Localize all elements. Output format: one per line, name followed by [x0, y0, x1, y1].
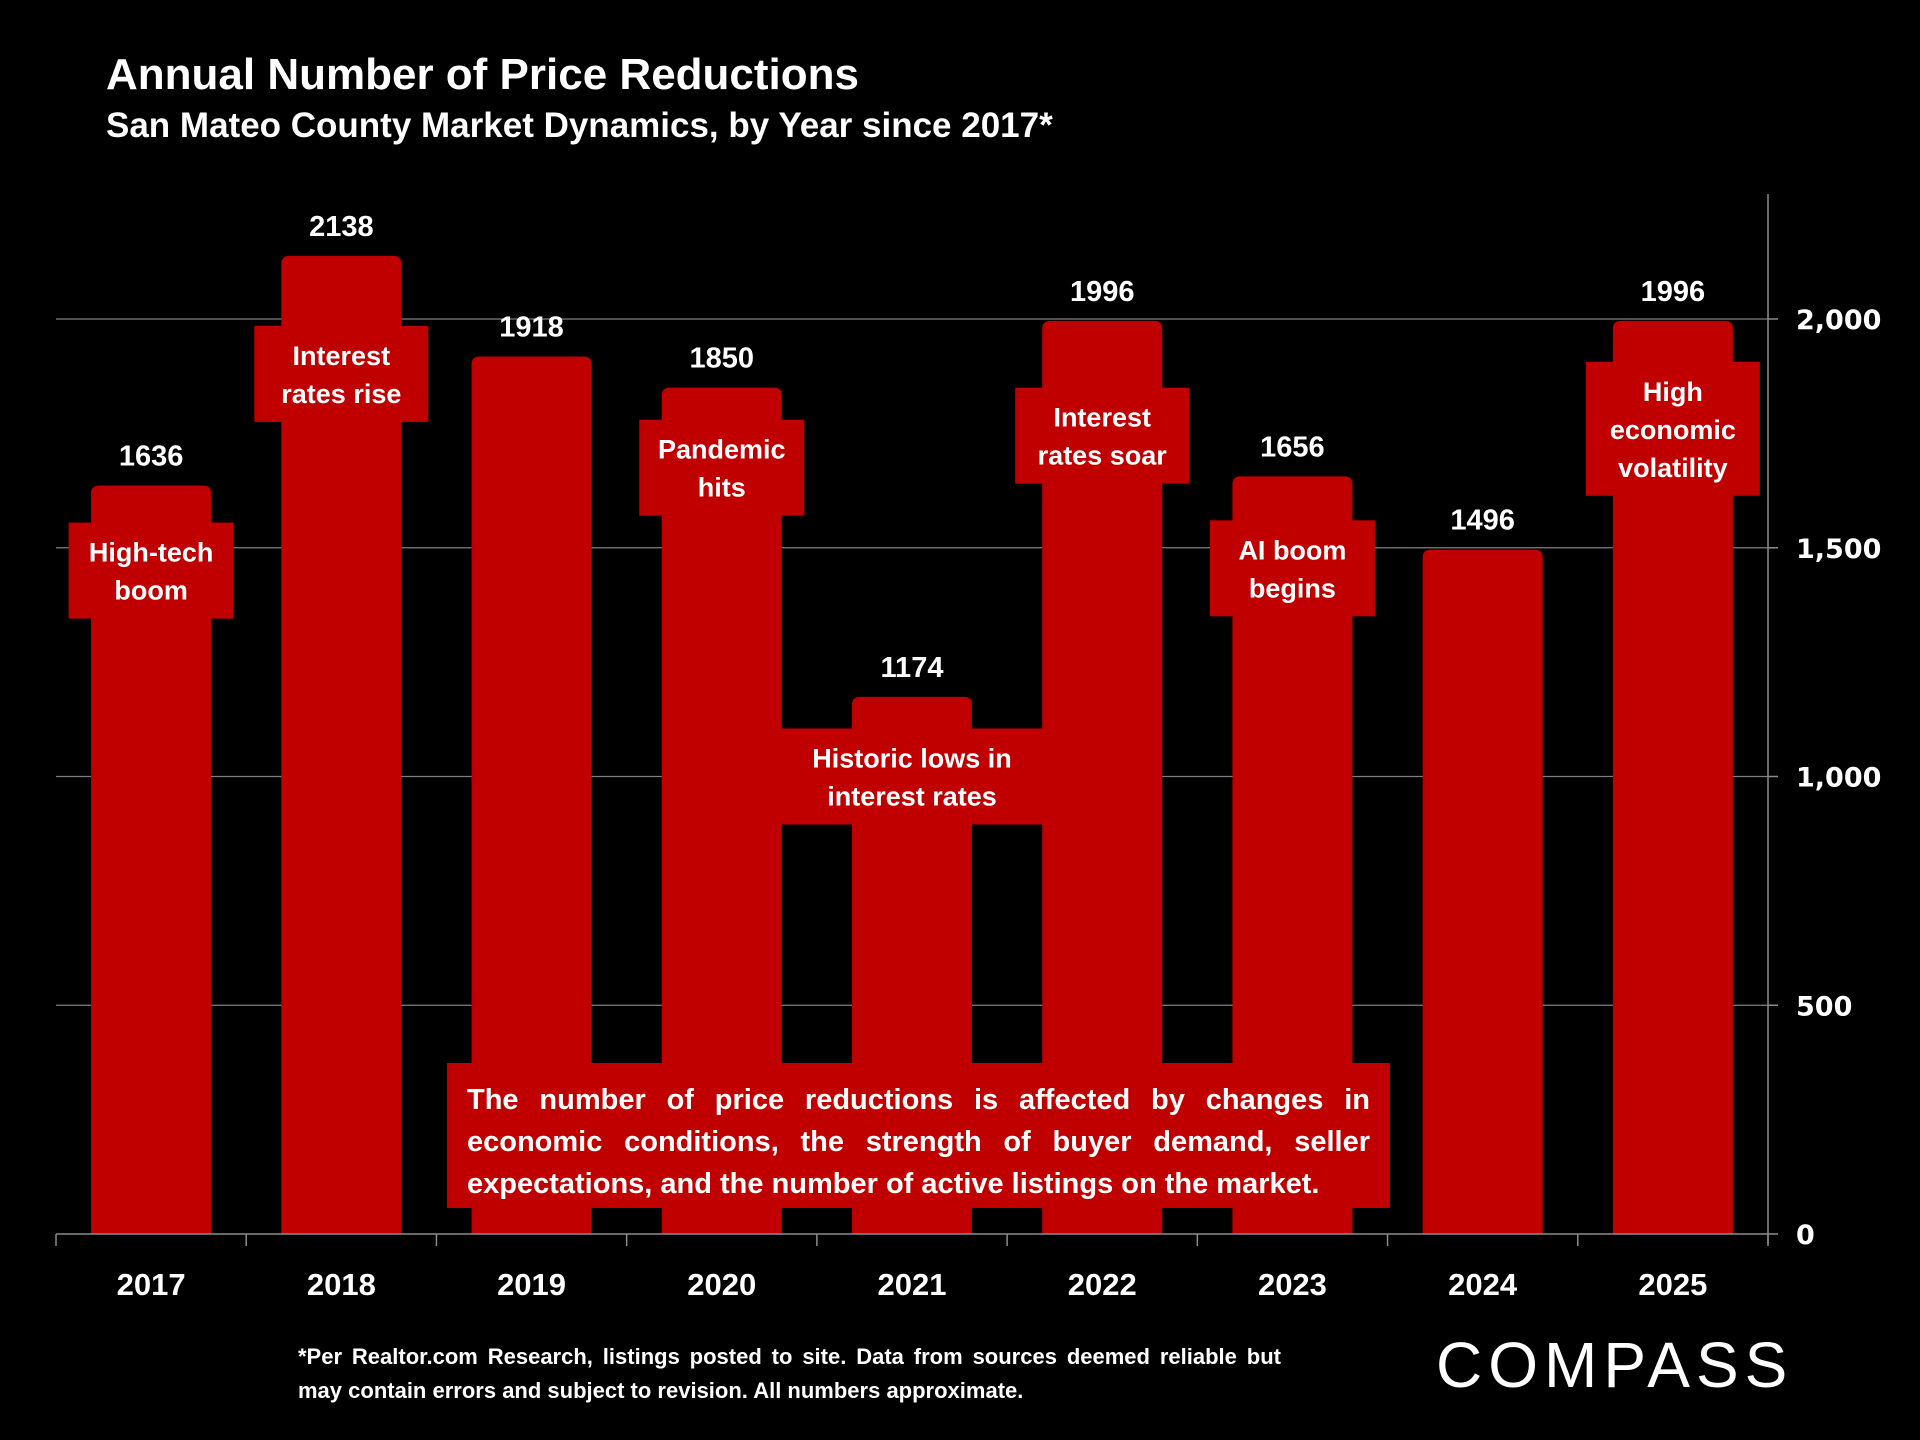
data-label-2024: 1496 [1450, 505, 1515, 537]
data-label-2020: 1850 [690, 343, 755, 375]
data-label-2023: 1656 [1260, 431, 1325, 463]
annotation-box [780, 728, 1044, 825]
compass-logo: COMPASS [1436, 1329, 1794, 1401]
y-tick-label: 1,000 [1796, 763, 1881, 794]
data-label-2017: 1636 [119, 441, 184, 473]
x-tick-label-2025: 2025 [1638, 1267, 1707, 1302]
y-tick-label: 0 [1796, 1220, 1815, 1251]
y-tick-label: 1,500 [1796, 534, 1881, 565]
annotation-text: rates soar [1038, 441, 1168, 471]
annotation-text: High [1643, 377, 1703, 407]
data-label-2025: 1996 [1641, 276, 1706, 308]
x-tick-label-2019: 2019 [497, 1267, 566, 1302]
chart-title: Annual Number of Price Reductions [106, 50, 859, 99]
annotation-box [1015, 387, 1190, 484]
data-labels: 1636 2138 1918 1850 1174 1996 1656 1496 1996 [119, 211, 1705, 684]
bar-2017 [91, 485, 212, 1234]
annotation-box [68, 522, 234, 619]
annotation-text: Interest [1053, 403, 1151, 433]
data-label-2019: 1918 [499, 312, 564, 344]
annotation-2023: AI boom begins [1209, 520, 1375, 617]
x-tick-label-2022: 2022 [1068, 1267, 1137, 1302]
annotation-text: hits [698, 473, 746, 503]
annotation-2025: High economic volatility [1585, 361, 1760, 496]
data-label-2021: 1174 [881, 652, 944, 684]
annotation-text: volatility [1618, 453, 1728, 483]
x-tick-label-2024: 2024 [1448, 1267, 1518, 1302]
annotation-text: economic [1610, 415, 1736, 445]
annotation-box [254, 325, 429, 422]
annotation-text: boom [114, 576, 188, 606]
annotation-text: interest rates [827, 782, 997, 812]
bars [91, 255, 1733, 1235]
annotation-text: Historic lows in [812, 744, 1012, 774]
annotations: High-tech boom Interest rates rise Pandemic h… [68, 325, 1760, 825]
annotation-text: Interest [293, 341, 391, 371]
footnote: *Per Realtor.com Research, listings post… [298, 1344, 1281, 1403]
annotation-2022: Interest rates soar [1015, 387, 1190, 484]
annotation-2017: High-tech boom [68, 522, 234, 619]
annotation-box [1585, 361, 1760, 496]
data-label-2022: 1996 [1070, 276, 1135, 308]
bar-2022 [1042, 320, 1163, 1235]
bar-2018 [281, 255, 402, 1235]
annotation-2020: Pandemic hits [639, 419, 805, 516]
bar-2024 [1422, 549, 1543, 1234]
bar-2019 [471, 356, 592, 1234]
annotation-text: rates rise [281, 379, 401, 409]
annotation-2018: Interest rates rise [254, 325, 429, 422]
chart-subtitle: San Mateo County Market Dynamics, by Yea… [106, 106, 1053, 145]
annotation-box [639, 419, 805, 516]
data-label-2018: 2138 [309, 211, 374, 243]
bar-2025 [1612, 320, 1733, 1235]
bar-2023 [1232, 476, 1353, 1234]
annotation-text: High-tech [89, 538, 214, 568]
x-tick-label-2023: 2023 [1258, 1267, 1327, 1302]
y-tick-label: 2,000 [1796, 305, 1881, 336]
explanation-note: The number of price reductions is affect… [447, 1063, 1390, 1208]
annotation-text: Pandemic [658, 435, 786, 465]
bar-2020 [661, 387, 782, 1234]
annotation-text: begins [1249, 573, 1336, 603]
axes: 0 500 1,000 1,500 2,000 2017 2018 2019 2020 2021 2… [55, 194, 1881, 1302]
annotation-box [1209, 520, 1375, 617]
y-tick-label: 500 [1796, 991, 1852, 1022]
annotation-2021: Historic lows in interest rates [780, 728, 1044, 825]
x-tick-label-2017: 2017 [117, 1267, 186, 1302]
x-tick-label-2018: 2018 [307, 1267, 376, 1302]
x-tick-label-2021: 2021 [878, 1267, 947, 1302]
annotation-text: AI boom [1238, 535, 1346, 565]
x-tick-label-2020: 2020 [687, 1267, 756, 1302]
